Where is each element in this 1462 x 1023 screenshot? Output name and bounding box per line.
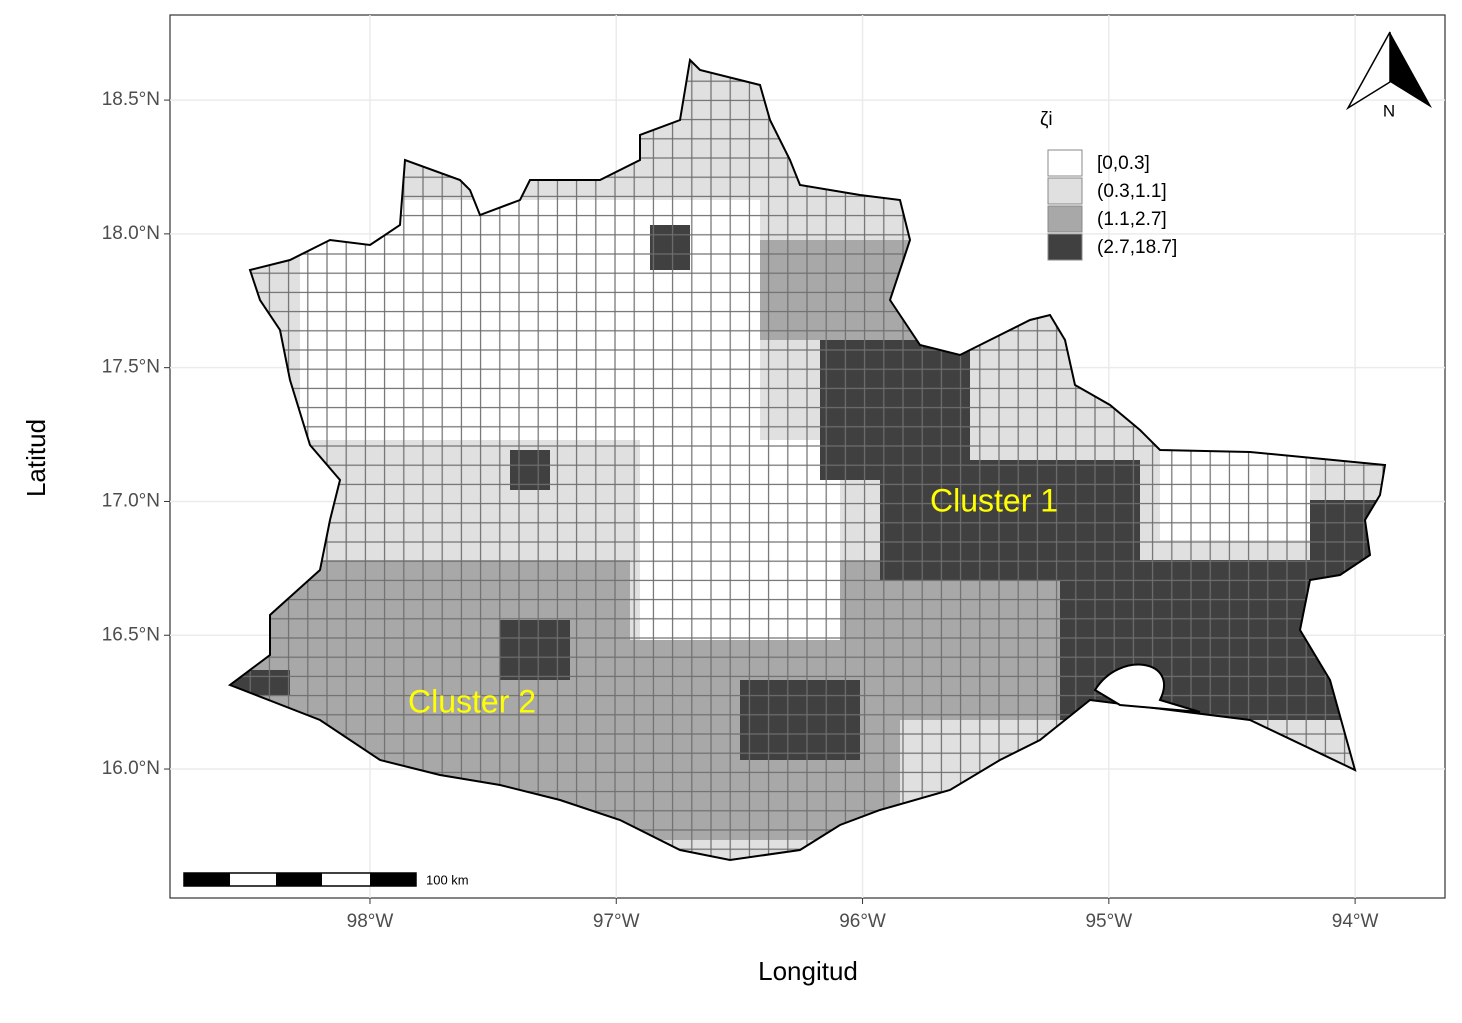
scale-bar: 100 km [183, 872, 469, 887]
x-tick-label: 97°W [593, 911, 640, 932]
y-tick-label: 17.5°N [102, 357, 160, 378]
x-tick-label: 98°W [347, 911, 394, 932]
x-tick-label: 94°W [1332, 911, 1379, 932]
y-tick-label: 18.5°N [102, 89, 160, 110]
legend-swatch [1047, 233, 1083, 261]
legend-label: [0,0.3] [1097, 153, 1150, 174]
north-label: N [1383, 101, 1395, 120]
legend-label: (1.1,2.7] [1097, 209, 1167, 230]
annotation: Cluster 2 [408, 683, 536, 719]
y-tick-label: 16.5°N [102, 624, 160, 645]
scale-label: 100 km [426, 872, 469, 887]
legend-swatch [1047, 177, 1083, 205]
x-axis-title: Longitud [758, 956, 858, 986]
legend-title: ζi [1040, 109, 1053, 130]
legend-swatch [1047, 205, 1083, 233]
y-tick-label: 17.0°N [102, 490, 160, 511]
annotation: Cluster 1 [930, 482, 1058, 518]
y-tick-label: 18.0°N [102, 223, 160, 244]
x-tick-label: 95°W [1085, 911, 1132, 932]
north-arrow: N [1345, 31, 1432, 120]
y-tick-label: 16.0°N [102, 758, 160, 779]
lagoon [1093, 663, 1201, 713]
state-outline [227, 57, 1387, 862]
y-axis-title: Latitud [21, 419, 51, 497]
legend-label: (2.7,18.7] [1097, 237, 1177, 258]
legend-swatch [1047, 149, 1083, 177]
legend-label: (0.3,1.1] [1097, 181, 1167, 202]
legend: ζi [0,0.3] (0.3,1.1] (1.1,2.7] (2.7,18.7] [1040, 109, 1177, 261]
x-tick-label: 96°W [839, 911, 886, 932]
